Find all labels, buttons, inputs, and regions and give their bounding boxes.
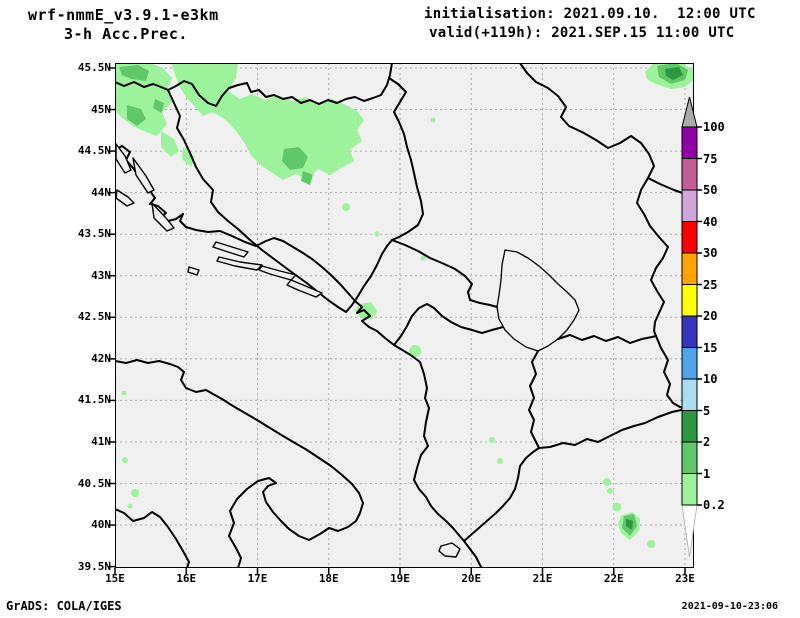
- model-title: wrf-nmmE_v3.9.1-e3km: [28, 6, 219, 24]
- coastline-italy-adriatic: [115, 359, 364, 568]
- border-drina: [388, 77, 424, 241]
- lat-label: 43N: [91, 268, 111, 282]
- precip-area-medium: [119, 63, 688, 536]
- colorbar-level-label: 40: [703, 214, 718, 229]
- lon-label: 22E: [603, 572, 624, 585]
- grads-credit: GrADS: COLA/IGES: [6, 599, 122, 613]
- colorbar-level-label: 5: [703, 403, 711, 418]
- colorbar-band: [681, 441, 698, 474]
- lon-label: 19E: [390, 572, 410, 585]
- lat-label: 41.5N: [77, 393, 111, 407]
- colorbar-level-label: 75: [703, 151, 718, 166]
- colorbar-band: [681, 189, 698, 222]
- lat-label: 44N: [91, 185, 111, 199]
- lat-label: 42N: [91, 351, 111, 365]
- colorbar-band: [681, 126, 698, 159]
- colorbar-band: [681, 252, 698, 285]
- axis-ticks: [108, 67, 686, 575]
- colorbar-level-label: 50: [703, 183, 718, 197]
- colorbar-band: [681, 284, 698, 317]
- creation-timestamp: 2021-09-10-23:06: [681, 601, 778, 612]
- lon-label: 23E: [675, 572, 695, 585]
- lat-label: 45.5N: [77, 61, 111, 74]
- border-slovenia-sava: [115, 63, 393, 107]
- border-serbia-macedonia: [557, 334, 657, 344]
- lon-label: 20E: [461, 572, 482, 585]
- border-albania-macedonia: [528, 350, 540, 449]
- lat-label: 40.5N: [77, 476, 111, 490]
- corfu-island: [438, 542, 461, 558]
- precip-colorbar: [681, 96, 702, 558]
- lat-label: 42.5N: [77, 310, 111, 324]
- lat-label: 39.5N: [77, 559, 111, 573]
- precip-area-dark: [626, 67, 683, 530]
- init-time-label: initialisation: 2021.09.10. 12:00 UTC: [424, 6, 756, 22]
- croatian-islands: [115, 143, 461, 558]
- colorbar-band: [681, 158, 698, 191]
- lon-label: 17E: [247, 572, 268, 585]
- lon-label: 16E: [176, 572, 197, 585]
- border-bosnia-west: [167, 89, 393, 313]
- valid-time-label: valid(+119h): 2021.SEP.15 11:00 UTC: [429, 25, 735, 41]
- lat-label: 44.5N: [77, 144, 111, 158]
- lon-label: 15E: [105, 572, 125, 585]
- coastline-italy-tyrrhenian: [115, 508, 190, 568]
- border-montenegro-serbia: [391, 239, 498, 308]
- colorbar-level-label: 0.2: [703, 498, 725, 512]
- lat-label: 43.5N: [77, 227, 111, 241]
- lat-label: 41N: [91, 434, 111, 448]
- precip-area-light: [115, 63, 694, 548]
- colorbar-band: [681, 410, 698, 443]
- lat-label: 45N: [91, 102, 111, 116]
- colorbar-band: [681, 347, 698, 380]
- border-greece-macedonia: [538, 406, 694, 449]
- colorbar-band: [681, 221, 698, 254]
- colorbar-band: [681, 473, 698, 506]
- lat-label: 40N: [91, 518, 111, 532]
- colorbar-band: [681, 378, 698, 411]
- colorbar-level-label: 100: [703, 120, 725, 134]
- border-greece-albania: [463, 447, 540, 542]
- colorbar-level-label: 1: [703, 466, 711, 481]
- colorbar-band: [681, 315, 698, 348]
- product-title: 3-h Acc.Prec.: [64, 25, 188, 43]
- border-montenegro-albania: [393, 303, 504, 346]
- border-macedonia-bulgaria: [655, 335, 687, 410]
- colorbar-level-label: 2: [703, 435, 711, 449]
- lon-label: 21E: [532, 572, 553, 585]
- colorbar-level-label: 25: [703, 277, 718, 292]
- colorbar-level-label: 30: [703, 246, 718, 260]
- border-serbia-east: [519, 63, 669, 337]
- colorbar-level-label: 15: [703, 340, 718, 355]
- country-borders: [115, 63, 694, 568]
- colorbar-level-label: 20: [703, 309, 718, 323]
- lon-label: 18E: [318, 572, 339, 585]
- colorbar-level-label: 10: [703, 372, 718, 386]
